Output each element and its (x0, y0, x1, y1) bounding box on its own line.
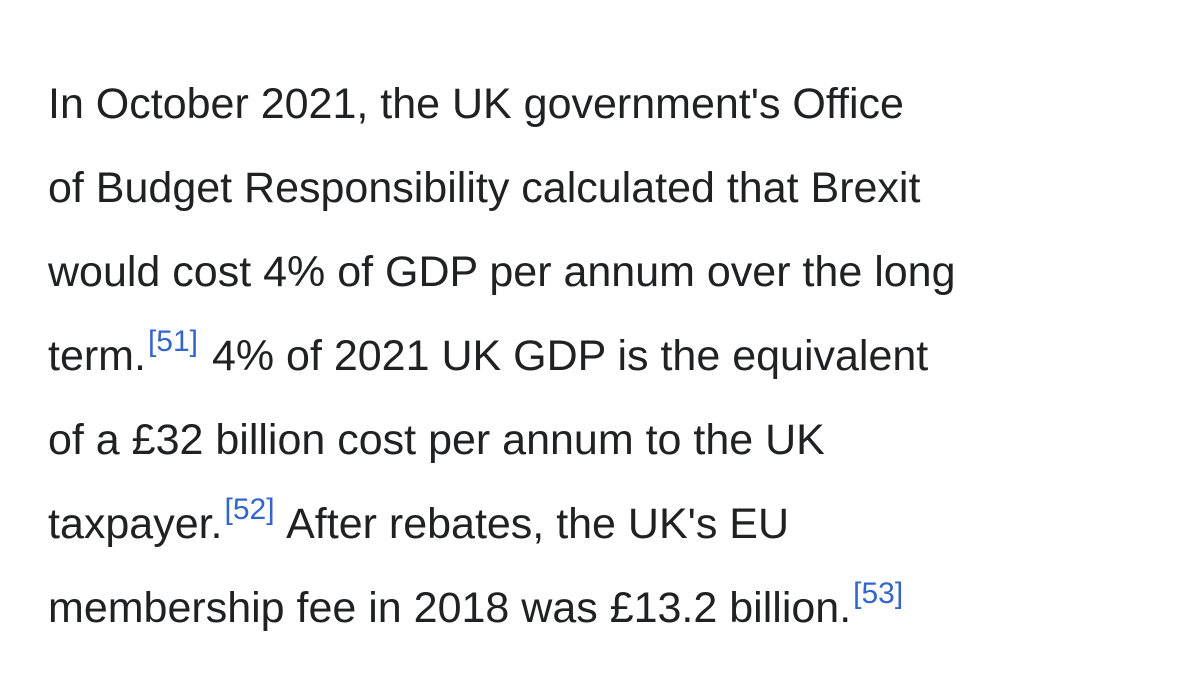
text-line: would cost 4% of GDP per annum over the … (48, 248, 956, 296)
article-paragraph: In October 2021, the UK government's Off… (48, 62, 1148, 650)
text-segment: membership fee in 2018 was £13.2 billion… (48, 584, 852, 632)
text-line: term.[51] 4% of 2021 UK GDP is the equiv… (48, 314, 1148, 398)
text-segment: After rebates, the UK's EU (276, 500, 790, 548)
text-segment: 4% of 2021 UK GDP is the equivalent (200, 332, 929, 380)
text-segment: term. (48, 332, 146, 380)
text-segment: taxpayer. (48, 500, 223, 548)
text-line: of a £32 billion cost per annum to the U… (48, 416, 825, 464)
text-line: membership fee in 2018 was £13.2 billion… (48, 566, 1148, 650)
text-line: taxpayer.[52] After rebates, the UK's EU (48, 482, 1148, 566)
citation-link-52[interactable]: [52] (224, 493, 275, 526)
text-line: of Budget Responsibility calculated that… (48, 164, 921, 212)
citation-link-53[interactable]: [53] (853, 577, 904, 610)
citation-link-51[interactable]: [51] (147, 325, 198, 358)
text-line: In October 2021, the UK government's Off… (48, 80, 904, 128)
